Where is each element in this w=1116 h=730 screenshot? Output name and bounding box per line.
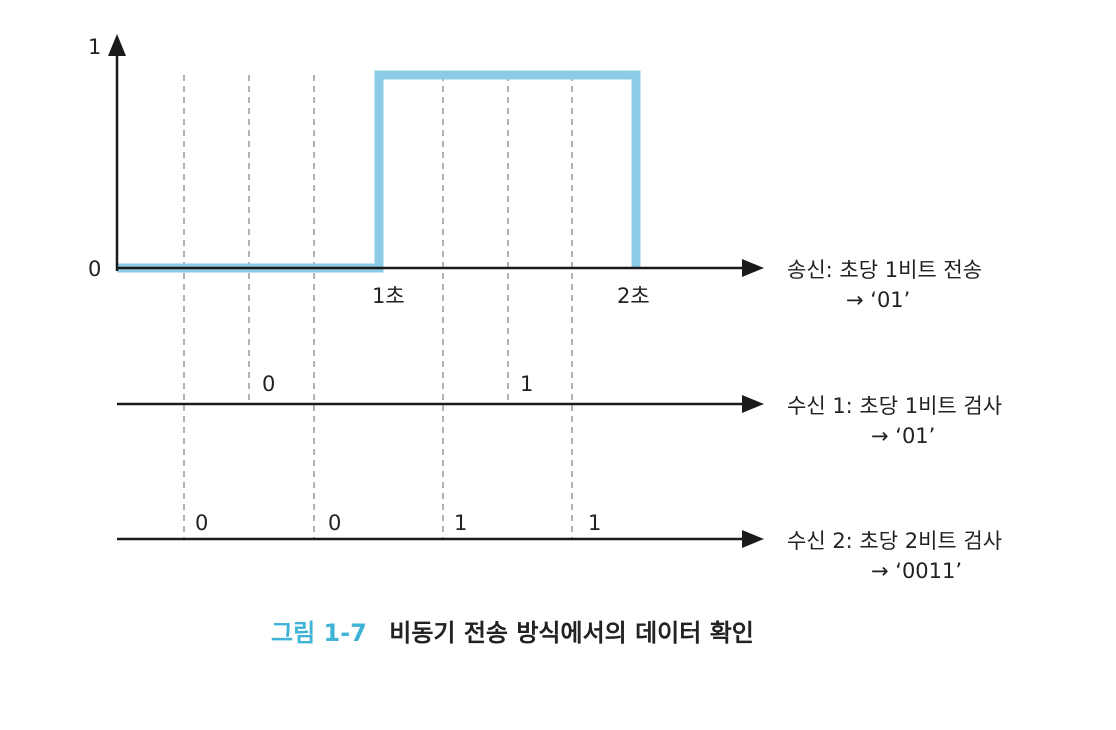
recv1-bit-2: 1 xyxy=(520,372,533,396)
recv2-row-result: → ‘0011’ xyxy=(871,559,962,583)
figure-title: 비동기 전송 방식에서의 데이터 확인 xyxy=(389,619,754,647)
y-top-label: 1 xyxy=(88,35,101,59)
y-axis xyxy=(108,34,126,271)
transmit-signal-line xyxy=(117,70,641,273)
guide-lines xyxy=(183,75,573,540)
recv1-bit-1: 0 xyxy=(262,372,275,396)
recv2-bit-2: 0 xyxy=(328,511,341,535)
send-axis xyxy=(117,259,764,277)
figure-number: 그림 1-7 xyxy=(271,619,367,647)
recv2-bit-3: 1 xyxy=(454,511,467,535)
recv1-axis-arrow-icon xyxy=(742,395,764,413)
send-row-label: 송신: 초당 1비트 전송 xyxy=(787,258,982,282)
y-axis-arrow-icon xyxy=(108,34,126,56)
send-row-result: → ‘01’ xyxy=(846,288,910,312)
recv1-row-result: → ‘01’ xyxy=(871,424,935,448)
recv2-axis-arrow-icon xyxy=(742,530,764,548)
recv2-row-label: 수신 2: 초당 2비트 검사 xyxy=(787,529,1002,553)
recv1-row-label: 수신 1: 초당 1비트 검사 xyxy=(787,394,1002,418)
recv2-bit-1: 0 xyxy=(195,511,208,535)
send-axis-arrow-icon xyxy=(742,259,764,277)
recv1-axis xyxy=(117,395,764,413)
recv2-bit-4: 1 xyxy=(588,511,601,535)
tick-label-1s: 1초 xyxy=(372,284,405,308)
y-zero-label: 0 xyxy=(88,257,101,281)
figure-caption: 그림 1-7 비동기 전송 방식에서의 데이터 확인 xyxy=(271,619,754,647)
recv2-axis xyxy=(117,530,764,548)
tick-label-2s: 2초 xyxy=(617,284,650,308)
